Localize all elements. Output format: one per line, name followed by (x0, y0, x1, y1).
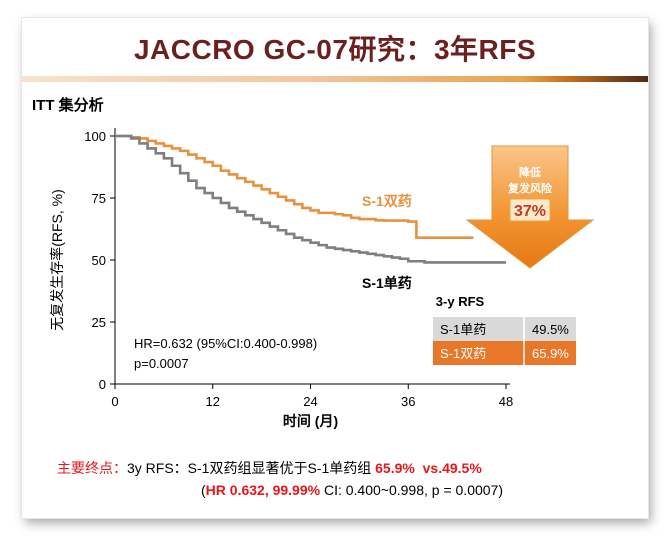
label-s1-mono: S-1单药 (362, 275, 412, 291)
footer-rest: CI: 0.400~0.998, p = 0.0007) (320, 482, 503, 498)
title-divider (22, 76, 648, 82)
footer-text-1: 3y RFS：S-1双药组显著优于S-1单药组 (127, 460, 376, 476)
rfs-table-title: 3-y RFS (436, 294, 485, 309)
footer-hr: HR 0.632, 99.99% (205, 482, 321, 498)
footer-open-paren: ( (201, 482, 206, 498)
y-axis-label: 无复发生存率(RFS, %) (49, 189, 65, 331)
slide: JACCRO GC-07研究：3年RFS ITT 集分析 0 25 50 75 100 0… (22, 18, 648, 518)
rfs-table-value-dual: 65.9% (532, 346, 569, 361)
arrow-value-box (509, 198, 551, 222)
footer-value-dual: 65.9% (375, 460, 415, 476)
arrow-value: 37% (514, 203, 546, 220)
arrow-text-line1: 降低 (519, 165, 541, 179)
footer-line-1: 主要终点：3y RFS：S-1双药组显著优于S-1单药组 65.9% vs.49… (57, 458, 482, 478)
rfs-table-row-dual (433, 341, 576, 365)
analysis-subtitle: ITT 集分析 (32, 97, 104, 114)
x-tick-label: 36 (401, 394, 415, 409)
y-tick-label: 100 (84, 129, 106, 144)
y-tick-label: 75 (92, 191, 106, 206)
footer-value-vs: vs.49.5% (422, 460, 482, 476)
y-tick-label: 25 (92, 315, 106, 330)
p-annotation: p=0.0007 (134, 356, 189, 371)
x-tick-label: 24 (303, 394, 317, 409)
hr-annotation: HR=0.632 (95%CI:0.400-0.998) (134, 336, 317, 351)
slide-title: JACCRO GC-07研究：3年RFS (133, 34, 537, 65)
x-tick-label: 48 (499, 394, 513, 409)
footer-line-2: (HR 0.632, 99.99% CI: 0.400~0.998, p = 0… (201, 482, 503, 498)
series-line-mono (115, 134, 506, 264)
rfs-table-value-mono: 49.5% (532, 322, 569, 337)
rfs-table-arm-mono: S-1单药 (440, 322, 486, 337)
y-tick-label: 0 (99, 377, 106, 392)
x-tick-label: 12 (206, 394, 220, 409)
x-axis-label: 时间 (月) (283, 413, 338, 429)
y-tick-label: 50 (92, 253, 106, 268)
rfs-table-arm-dual: S-1双药 (440, 346, 486, 361)
x-tick-label: 0 (111, 394, 118, 409)
footer-prefix: 主要终点： (57, 460, 127, 476)
label-s1-dual: S-1双药 (362, 193, 412, 209)
arrow-text-line2: 复发风险 (507, 181, 553, 195)
rfs-table-row-mono (433, 317, 576, 341)
series-line-dual (115, 134, 474, 239)
